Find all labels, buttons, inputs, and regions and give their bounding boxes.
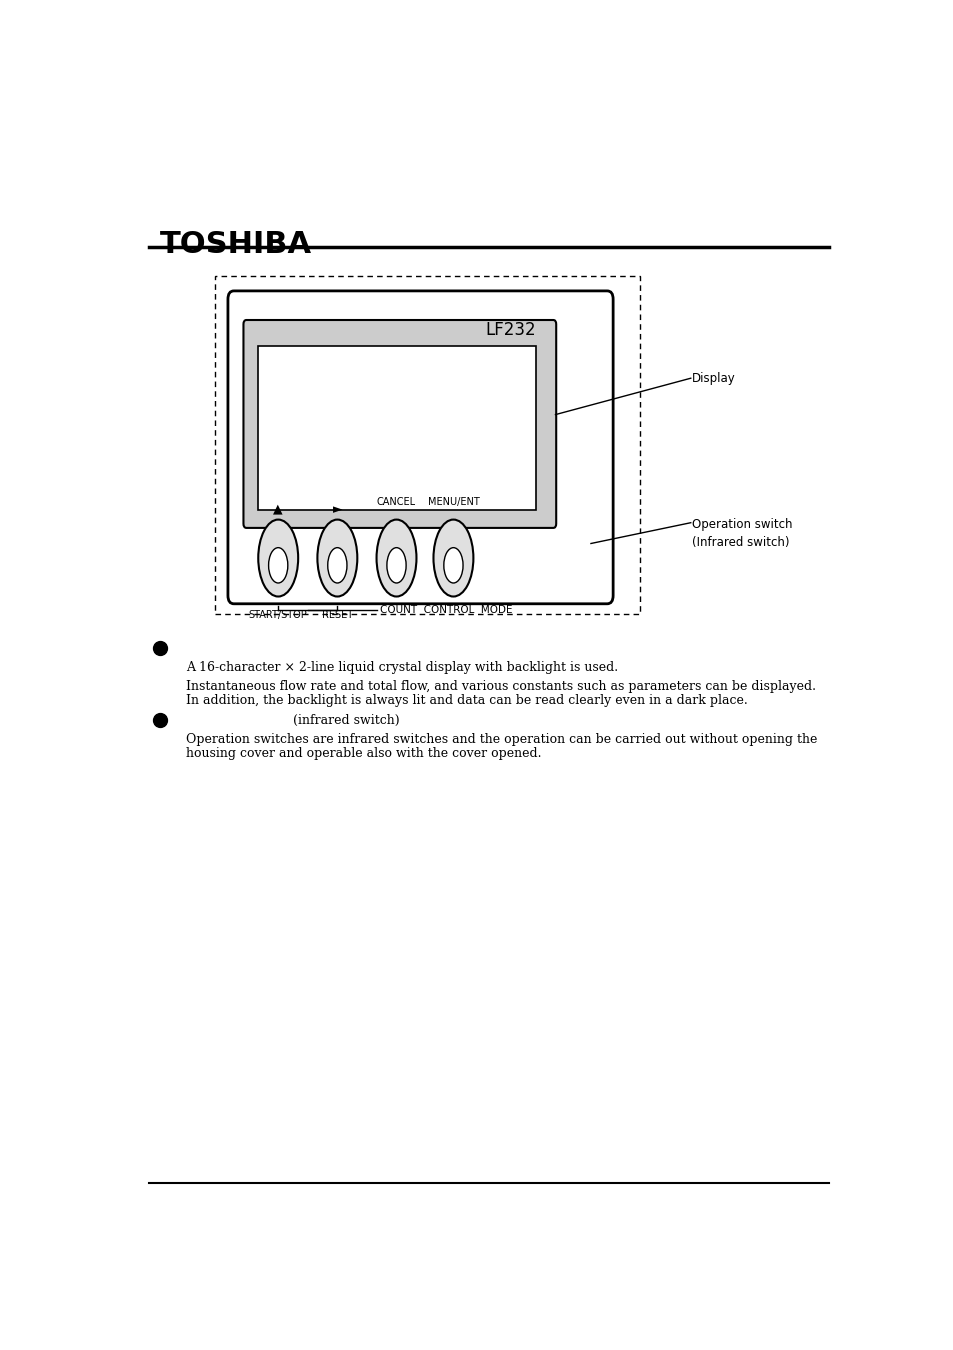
Text: Operation switches are infrared switches and the operation can be carried out wi: Operation switches are infrared switches…: [186, 733, 817, 745]
Text: LF232: LF232: [485, 321, 536, 339]
Text: COUNT  CONTROL  MODE: COUNT CONTROL MODE: [379, 605, 512, 616]
Text: ▲: ▲: [274, 502, 283, 516]
Ellipse shape: [258, 520, 298, 597]
Text: Instantaneous flow rate and total flow, and various constants such as parameters: Instantaneous flow rate and total flow, …: [186, 679, 815, 693]
Ellipse shape: [387, 548, 406, 583]
Text: In addition, the backlight is always lit and data can be read clearly even in a : In addition, the backlight is always lit…: [186, 694, 747, 707]
Text: ►: ►: [333, 502, 342, 516]
Text: MENU/ENT: MENU/ENT: [427, 497, 478, 508]
Ellipse shape: [433, 520, 473, 597]
Text: RESET: RESET: [321, 610, 353, 620]
Text: START/STOP: START/STOP: [249, 610, 307, 620]
Ellipse shape: [376, 520, 416, 597]
Ellipse shape: [328, 548, 347, 583]
Ellipse shape: [443, 548, 462, 583]
Text: A 16-character × 2-line liquid crystal display with backlight is used.: A 16-character × 2-line liquid crystal d…: [186, 662, 618, 674]
Ellipse shape: [269, 548, 288, 583]
Text: housing cover and operable also with the cover opened.: housing cover and operable also with the…: [186, 748, 540, 760]
FancyBboxPatch shape: [243, 320, 556, 528]
Bar: [215, 277, 639, 614]
Text: TOSHIBA: TOSHIBA: [160, 230, 312, 259]
Ellipse shape: [317, 520, 357, 597]
Text: (infrared switch): (infrared switch): [293, 714, 399, 726]
Bar: [258, 346, 535, 510]
Text: CANCEL: CANCEL: [376, 497, 416, 508]
FancyBboxPatch shape: [228, 290, 613, 603]
Text: Display: Display: [692, 371, 735, 385]
Text: Operation switch
(Infrared switch): Operation switch (Infrared switch): [692, 517, 792, 548]
